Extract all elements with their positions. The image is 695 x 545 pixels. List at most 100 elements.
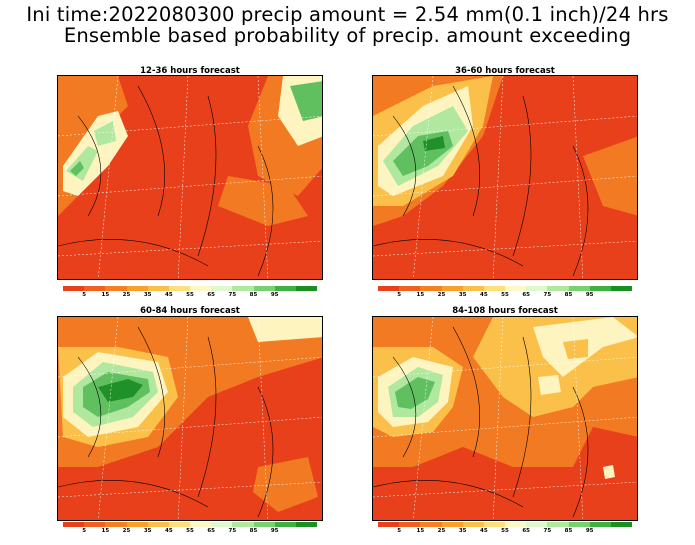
map-graphic-60-84 [58,317,322,520]
colorbar-label: 65 [522,528,530,534]
colorbar-swatch [420,522,442,527]
colorbar-60-84 [63,522,318,527]
colorbar-label: 95 [585,292,594,298]
colorbar-swatch [441,286,463,291]
colorbar-swatch [505,522,527,527]
colorbar-swatch [420,286,442,291]
panel-title-36-60: 36-60 hours forecast [455,66,555,76]
colorbar-label: 95 [585,528,594,534]
colorbar-swatch [211,522,233,527]
colorbar-swatch [589,286,611,291]
colorbar-swatch [441,522,463,527]
colorbar-swatch [295,522,318,527]
map-panel-12-36 [57,75,323,280]
colorbar-swatch [63,522,85,527]
colorbar-swatch [589,522,611,527]
map-graphic-36-60 [373,76,637,279]
colorbar-labels-36-60: 5 15 25 35 45 55 65 75 85 95 [378,292,632,300]
colorbar-label: 75 [228,528,237,534]
colorbar-label: 25 [122,528,131,534]
colorbar-label: 45 [165,292,173,298]
colorbar-swatch [274,286,296,291]
colorbar-swatch [105,522,127,527]
colorbar-swatch [126,522,148,527]
colorbar-swatch [610,522,633,527]
colorbar-swatch [483,286,506,291]
colorbar-label: 5 [397,292,402,298]
colorbar-label: 65 [207,292,215,298]
map-panel-60-84 [57,316,323,521]
colorbar-swatch [547,522,569,527]
colorbar-label: 15 [416,292,425,298]
colorbar-label: 75 [228,292,237,298]
colorbar-label: 15 [101,528,110,534]
panel-title-60-84: 60-84 hours forecast [140,306,240,316]
colorbar-label: 85 [564,528,573,534]
colorbar-label: 65 [207,528,215,534]
colorbar-swatch [105,286,127,291]
colorbar-swatch [378,286,400,291]
colorbar-label: 5 [397,528,402,534]
colorbar-label: 35 [458,528,467,534]
colorbar-label: 85 [249,292,258,298]
chart-title-line2: Ensemble based probability of precip. am… [63,24,632,47]
colorbar-swatch [84,522,106,527]
colorbar-label: 35 [143,528,152,534]
colorbar-swatch [483,522,506,527]
colorbar-label: 55 [501,292,509,298]
colorbar-label: 85 [249,528,258,534]
colorbar-12-36 [63,286,318,291]
map-graphic-12-36 [58,76,322,279]
colorbar-swatch [232,522,254,527]
colorbar-label: 75 [543,528,552,534]
panel-title-84-108: 84-108 hours forecast [452,306,558,316]
colorbar-swatch [190,522,212,527]
colorbar-label: 95 [270,292,279,298]
colorbar-swatch [505,286,527,291]
colorbar-swatch [211,286,233,291]
colorbar-swatch [168,522,191,527]
colorbar-swatch [147,522,169,527]
colorbar-label: 15 [101,292,110,298]
colorbar-label: 75 [543,292,552,298]
colorbar-swatch [610,286,633,291]
colorbar-swatch [253,286,275,291]
colorbar-36-60 [378,286,633,291]
colorbar-label: 95 [270,528,279,534]
colorbar-label: 55 [186,528,194,534]
colorbar-swatch [378,522,400,527]
colorbar-swatch [547,286,569,291]
colorbar-label: 55 [501,528,509,534]
colorbar-swatch [274,522,296,527]
map-graphic-84-108 [373,317,637,520]
colorbar-swatch [126,286,148,291]
colorbar-swatch [399,522,421,527]
colorbar-swatch [568,522,590,527]
colorbar-label: 45 [165,528,173,534]
map-panel-84-108 [372,316,638,521]
colorbar-swatch [526,286,548,291]
colorbar-swatch [63,286,85,291]
colorbar-label: 25 [122,292,131,298]
colorbar-labels-60-84: 5 15 25 35 45 55 65 75 85 95 [63,528,317,536]
chart-title-line1: Ini time:2022080300 precip amount = 2.54… [26,3,669,26]
colorbar-swatch [295,286,318,291]
colorbar-swatch [190,286,212,291]
colorbar-label: 55 [186,292,194,298]
colorbar-labels-12-36: 5 15 25 35 45 55 65 75 85 95 [63,292,317,300]
colorbar-labels-84-108: 5 15 25 35 45 55 65 75 85 95 [378,528,632,536]
colorbar-swatch [568,286,590,291]
colorbar-label: 65 [522,292,530,298]
colorbar-swatch [168,286,191,291]
colorbar-84-108 [378,522,633,527]
colorbar-swatch [232,286,254,291]
colorbar-label: 25 [437,528,446,534]
colorbar-label: 5 [82,528,87,534]
panel-title-12-36: 12-36 hours forecast [140,66,240,76]
colorbar-swatch [399,286,421,291]
colorbar-swatch [147,286,169,291]
colorbar-label: 45 [480,292,488,298]
colorbar-label: 15 [416,528,425,534]
colorbar-label: 25 [437,292,446,298]
colorbar-swatch [462,522,484,527]
